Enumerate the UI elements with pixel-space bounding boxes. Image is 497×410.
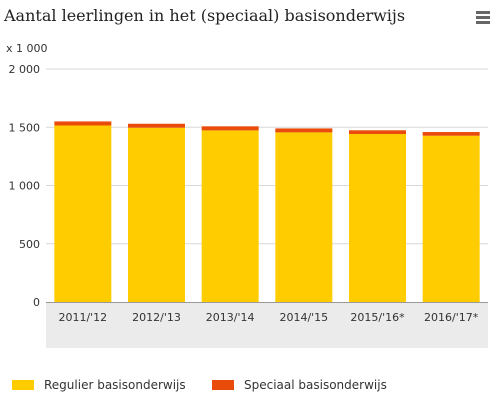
- menu-icon[interactable]: [476, 11, 490, 24]
- y-tick-label: 1 500: [9, 121, 41, 134]
- legend-swatch-speciaal: [212, 380, 234, 390]
- bar-speciaal: [275, 128, 333, 133]
- bar-regulier: [422, 135, 480, 302]
- y-tick-label: 2 000: [9, 63, 41, 76]
- x-axis-band: [46, 302, 488, 348]
- chart-title: Aantal leerlingen in het (speciaal) basi…: [4, 6, 406, 25]
- bar-speciaal: [349, 130, 406, 135]
- legend-swatch-regulier: [12, 380, 34, 390]
- legend-item-regulier[interactable]: Regulier basisonderwijs: [12, 378, 186, 392]
- bar-speciaal: [54, 121, 112, 126]
- x-tick-label: 2016/'17*: [424, 311, 479, 324]
- y-tick-label: 1 000: [9, 180, 41, 193]
- legend-item-speciaal[interactable]: Speciaal basisonderwijs: [212, 378, 387, 392]
- bar-speciaal: [201, 126, 259, 131]
- x-tick-label: 2013/'14: [206, 311, 255, 324]
- y-axis-unit-label: x 1 000: [6, 42, 48, 55]
- x-tick-label: 2012/'13: [132, 311, 181, 324]
- bar-speciaal: [422, 132, 480, 136]
- y-tick-label: 500: [19, 238, 40, 251]
- bar-regulier: [128, 127, 185, 302]
- legend-label-regulier: Regulier basisonderwijs: [44, 378, 186, 392]
- x-tick-label: 2015/'16*: [350, 311, 405, 324]
- x-tick-label: 2014/'15: [279, 311, 328, 324]
- bar-regulier: [349, 134, 406, 302]
- bar-regulier: [54, 125, 112, 302]
- x-tick-label: 2011/'12: [58, 311, 107, 324]
- y-tick-label: 0: [33, 296, 40, 309]
- bar-regulier: [275, 132, 333, 302]
- bar-regulier: [201, 130, 259, 302]
- legend-label-speciaal: Speciaal basisonderwijs: [244, 378, 387, 392]
- bar-speciaal: [128, 123, 185, 128]
